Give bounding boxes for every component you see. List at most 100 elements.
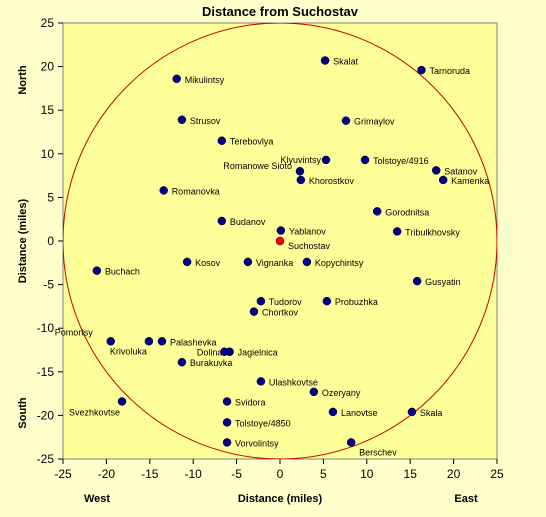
x-tick-label: 20 <box>447 467 461 481</box>
x-axis-title: Distance (miles) <box>238 493 323 505</box>
data-point <box>309 387 319 397</box>
point-label: Berschev <box>359 447 397 457</box>
point-label: Krivoluka <box>110 346 147 356</box>
data-point <box>217 136 227 145</box>
point-label: Gorodnitsa <box>385 207 429 217</box>
point-label: Buchach <box>105 267 140 277</box>
point-label: Terebovlya <box>230 137 274 147</box>
point-label: Vignanka <box>256 258 293 268</box>
data-point <box>159 186 168 195</box>
data-point <box>177 357 187 367</box>
data-point <box>256 377 266 386</box>
point-label: Lanovtse <box>341 408 378 418</box>
data-point <box>322 296 332 306</box>
point-label: Kopychintsy <box>315 258 364 268</box>
data-point <box>222 438 232 447</box>
point-label: Grimaylov <box>354 117 395 127</box>
data-point <box>243 257 253 267</box>
data-point <box>177 115 187 125</box>
point-label: Ozeryany <box>322 388 361 398</box>
x-tick-label: -15 <box>141 467 159 481</box>
y-tick-label: 25 <box>41 16 55 30</box>
x-tick-label: 15 <box>404 467 418 481</box>
x-tick-label: -20 <box>98 467 116 481</box>
x-tick-label: 10 <box>360 467 374 481</box>
data-point <box>392 227 402 236</box>
point-label: Klyuvintsy <box>280 155 321 165</box>
y-tick-label: 15 <box>41 103 55 117</box>
point-label: Mikulintsy <box>185 75 225 85</box>
x-tick-label: -5 <box>231 467 242 481</box>
data-point <box>431 166 441 175</box>
east-label: East <box>454 493 478 505</box>
x-tick-label: 5 <box>320 467 327 481</box>
point-label: Probuzhka <box>335 297 378 307</box>
y-tick-label: 5 <box>47 190 54 204</box>
y-axis-title: Distance (miles) <box>17 198 29 283</box>
data-point <box>276 226 286 235</box>
y-tick-label: -10 <box>37 321 55 335</box>
points <box>92 56 448 447</box>
point-label: Khorostkov <box>309 176 355 186</box>
data-point <box>157 337 167 346</box>
data-point <box>320 56 330 65</box>
data-point <box>249 307 259 316</box>
south-label: South <box>17 397 29 428</box>
data-point <box>321 155 331 165</box>
point-label: Romanowe Sioto <box>223 161 292 171</box>
data-point <box>117 397 127 406</box>
data-point <box>417 65 426 75</box>
y-tick-label: -15 <box>37 365 55 379</box>
data-point <box>438 175 448 185</box>
north-label: North <box>17 65 29 95</box>
point-label: Strusov <box>190 116 221 126</box>
data-point <box>341 116 351 125</box>
y-tick-label: 10 <box>41 147 55 161</box>
x-tick-label: -25 <box>54 467 72 481</box>
west-label: West <box>84 493 110 505</box>
point-label: Kamenka <box>451 176 489 186</box>
data-point <box>222 418 232 427</box>
data-point <box>372 207 382 216</box>
point-label: Gusyatin <box>425 277 461 287</box>
data-point <box>172 74 181 84</box>
y-tick-label: -25 <box>37 452 55 466</box>
x-tick-label: 0 <box>277 467 284 481</box>
point-label: Tudorov <box>269 297 302 307</box>
point-label: Tolstoye/4916 <box>373 156 429 166</box>
data-point <box>302 257 312 267</box>
point-label: Vorvolintsy <box>235 438 279 448</box>
data-point <box>217 216 227 226</box>
data-point <box>328 407 338 417</box>
point-label: Satanov <box>444 166 478 176</box>
x-tick-label: 25 <box>490 467 504 481</box>
y-tick-label: 0 <box>47 234 54 248</box>
point-label: Suchostav <box>288 241 331 251</box>
data-point <box>296 175 306 185</box>
data-point <box>275 236 285 246</box>
point-label: Yablanov <box>289 227 326 237</box>
data-point <box>295 166 305 176</box>
point-label: Tarnoruda <box>429 66 470 76</box>
data-point <box>144 337 154 346</box>
point-label: Svezhkovtse <box>69 407 120 417</box>
point-label: Skala <box>420 408 443 418</box>
chart-title: Distance from Suchostav <box>202 4 359 19</box>
data-point <box>360 155 370 165</box>
point-label: Skalat <box>333 56 359 66</box>
point-label: Jagielnica <box>238 348 278 358</box>
y-tick-label: 20 <box>41 60 55 74</box>
data-point <box>106 337 115 346</box>
data-point <box>222 397 232 406</box>
point-label: Romanovka <box>172 186 220 196</box>
point-label: Budanov <box>230 217 266 227</box>
data-point <box>225 347 234 356</box>
data-point <box>346 438 356 447</box>
data-point <box>256 296 266 306</box>
data-point <box>407 407 417 417</box>
point-label: Ulashkovtse <box>269 377 318 387</box>
x-tick-label: -10 <box>185 467 203 481</box>
data-point <box>92 266 102 275</box>
point-label: Tribulkhovsky <box>405 227 460 237</box>
